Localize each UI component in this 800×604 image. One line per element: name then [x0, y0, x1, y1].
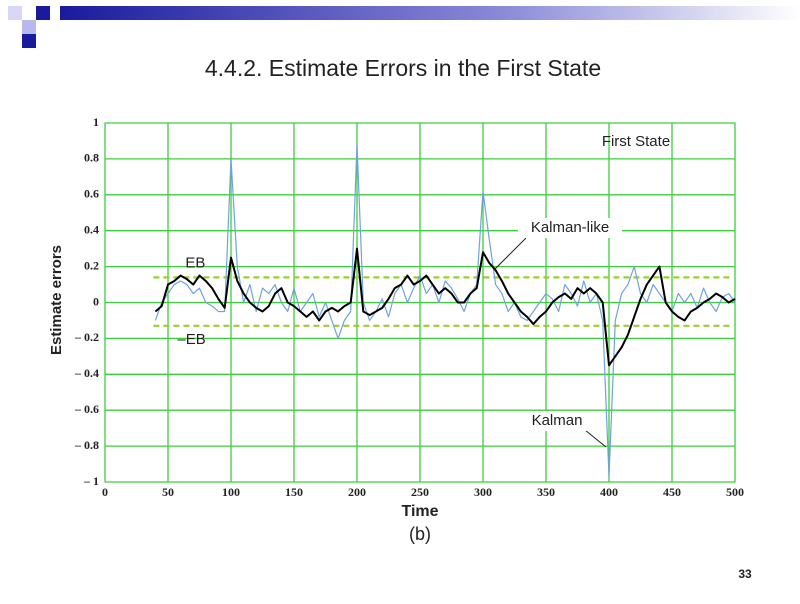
x-tick-label: 200 [348, 485, 366, 499]
x-tick-label: 350 [537, 485, 555, 499]
x-tick-label: 250 [411, 485, 429, 499]
x-tick-label: 450 [663, 485, 681, 499]
annotation: First State [602, 133, 670, 150]
y-tick-label: 0.4 [84, 222, 99, 236]
y-tick-label: 0 [93, 294, 99, 308]
x-tick-label: 50 [162, 485, 174, 499]
series-line [154, 247, 736, 367]
deco-square [36, 6, 50, 20]
y-tick-label: 0.6 [84, 187, 99, 201]
y-tick-label: – 0.8 [74, 438, 99, 452]
y-tick-label: 1 [93, 115, 99, 129]
reference-label: –EB [177, 331, 205, 348]
y-tick-label: – 0.2 [74, 330, 99, 344]
callout-box [524, 411, 588, 431]
x-tick-label: 400 [600, 485, 618, 499]
subtitle: (b) [409, 524, 431, 544]
x-tick-label: 0 [102, 485, 108, 499]
x-tick-label: 150 [285, 485, 303, 499]
y-tick-label: – 0.6 [74, 402, 99, 416]
x-axis-label: Time [401, 503, 438, 520]
series-label: Kalman-like [531, 219, 609, 236]
y-tick-label: – 1 [83, 474, 99, 488]
slide-title: 4.4.2. Estimate Errors in the First Stat… [205, 55, 601, 81]
series-label: Kalman [532, 412, 583, 429]
series-line [154, 143, 736, 478]
deco-square [22, 34, 36, 48]
x-tick-label: 500 [726, 485, 744, 499]
deco-square [8, 6, 22, 20]
y-tick-label: – 0.4 [74, 366, 99, 380]
x-tick-label: 300 [474, 485, 492, 499]
y-axis-label: Estimate errors [48, 245, 65, 355]
y-tick-label: 0.8 [84, 151, 99, 165]
page-number: 33 [738, 567, 752, 581]
callout-box [518, 218, 622, 238]
callout-line [584, 429, 607, 448]
x-tick-label: 100 [222, 485, 240, 499]
callout-line [493, 237, 527, 271]
deco-square [22, 20, 36, 34]
top-bar [60, 6, 800, 20]
y-tick-label: 0.2 [84, 258, 99, 272]
reference-label: EB [185, 254, 205, 271]
chart: – 1 – 0.8 – 0.6 – 0.4 – 0.2 0 0.2 0.4 0.6 0.8 1 0 50… [74, 115, 744, 499]
